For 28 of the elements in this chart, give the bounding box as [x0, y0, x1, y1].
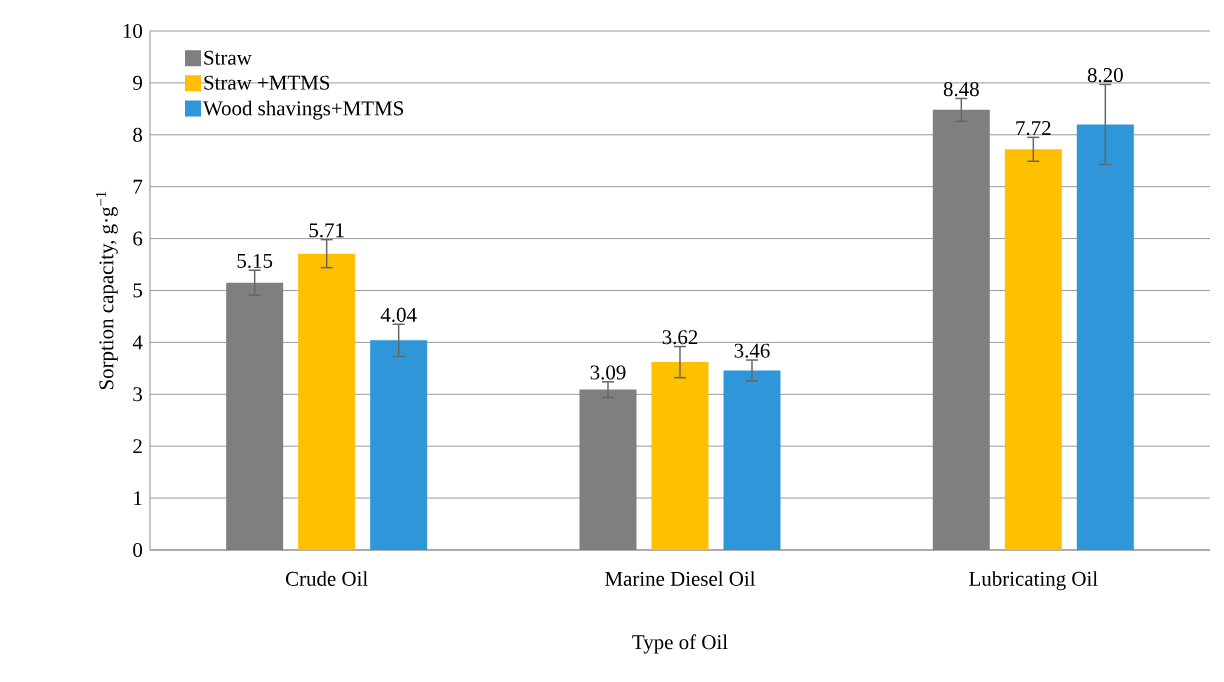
data-label: 5.71: [309, 223, 344, 238]
y-tick-label: 6: [133, 231, 143, 246]
y-tick-label: 4: [132, 335, 143, 350]
y-axis-title: Sorption capacity, g·g$^{−1}$: [96, 191, 118, 390]
y-tick-label: 0: [133, 542, 143, 558]
x-tick-label: Lubricating Oil: [969, 571, 1098, 591]
y-tick-label: 9: [133, 75, 142, 90]
x-tick-label: Marine Diesel Oil: [605, 571, 756, 586]
y-tick-label: 2: [133, 439, 142, 454]
y-tick-label: 3: [133, 387, 143, 402]
data-label: 3.46: [734, 343, 770, 358]
data-label: 8.20: [1087, 68, 1123, 83]
data-label: 4.04: [380, 307, 417, 323]
x-axis-title: Type of Oil: [632, 634, 728, 654]
data-label: 8.48: [943, 82, 979, 97]
y-tick-label: 10: [123, 23, 143, 39]
x-tick-label: Crude Oil: [285, 571, 368, 586]
y-tick-label: 7: [133, 179, 143, 194]
y-tick-label: 1: [134, 491, 142, 505]
data-label: 3.09: [590, 365, 626, 380]
legend-label: Straw: [204, 50, 252, 65]
y-tick-label: 5: [133, 283, 143, 298]
y-tick-label: 8: [133, 127, 143, 142]
data-label: 5.15: [237, 253, 273, 269]
data-label: 3.62: [662, 330, 698, 345]
legend-label: Straw +MTMS: [204, 75, 330, 90]
data-label: 7.72: [1016, 121, 1051, 136]
legend-label: Wood shavings+MTMS: [203, 100, 403, 120]
